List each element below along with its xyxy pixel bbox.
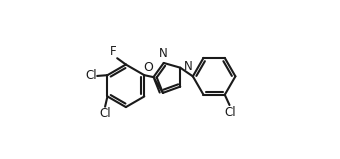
Text: O: O <box>143 61 153 74</box>
Text: Cl: Cl <box>224 106 236 119</box>
Text: F: F <box>110 45 116 58</box>
Text: Cl: Cl <box>85 69 97 83</box>
Text: N: N <box>158 47 167 60</box>
Text: Cl: Cl <box>100 107 111 121</box>
Text: N: N <box>184 60 192 73</box>
